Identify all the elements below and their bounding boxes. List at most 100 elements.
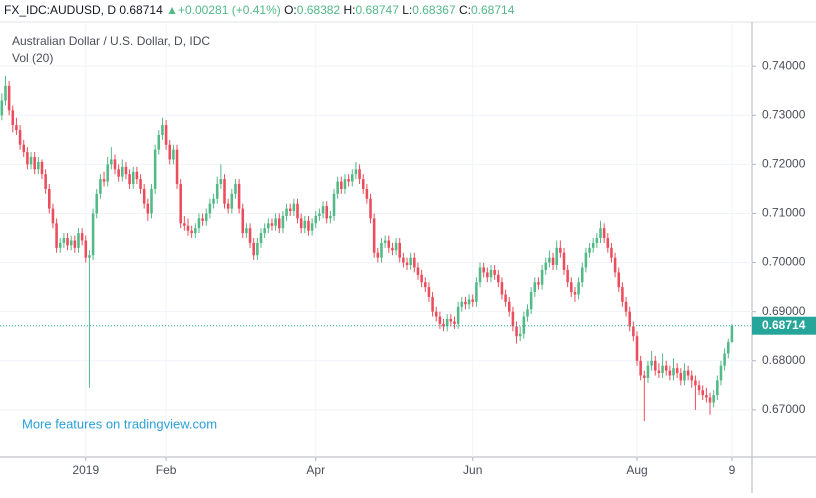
candle-body [511, 311, 515, 327]
candle-body [380, 242, 383, 258]
candle-body [387, 240, 391, 248]
candle-body [460, 301, 464, 307]
change: +0.00281 [178, 3, 229, 17]
candle-body [464, 301, 467, 305]
candle-body [606, 238, 610, 248]
up-arrow: ▲ [166, 3, 178, 17]
chart-title: Australian Dollar / U.S. Dollar, D, IDC [12, 34, 210, 48]
candle-body [482, 267, 485, 273]
candle-body [643, 375, 646, 378]
candle-body [668, 370, 672, 376]
candle-body [398, 242, 402, 258]
candle-body [0, 100, 4, 116]
low-label: L: [402, 3, 412, 17]
candle-body [58, 242, 62, 248]
candle-body [504, 294, 507, 302]
candle-body [394, 242, 398, 251]
symbol: FX_IDC:AUDUSD, D [4, 3, 116, 17]
candle-body [314, 215, 318, 224]
candle-body [179, 184, 182, 224]
candle-body [486, 272, 489, 278]
candle-body [292, 203, 296, 212]
candle-body [376, 252, 380, 258]
candle-body [318, 213, 321, 216]
candle-body [51, 208, 55, 224]
x-tick-label: 2019 [72, 463, 99, 477]
candle-body [413, 257, 416, 268]
candle-body [555, 247, 558, 266]
candle-body [121, 166, 124, 177]
candle-body [591, 242, 595, 248]
open-label: O: [284, 3, 297, 17]
candle-body [270, 223, 274, 226]
candle-body [708, 397, 712, 403]
candle-body [288, 208, 292, 212]
candle-body [55, 223, 58, 248]
candle-body [577, 282, 580, 295]
candle-body [69, 240, 73, 246]
low: 0.68367 [412, 3, 456, 17]
candle-body [445, 319, 449, 327]
candle-body [234, 184, 237, 194]
x-tick-label: Jun [463, 463, 482, 477]
candle-body [296, 203, 299, 219]
candle-body [424, 282, 427, 288]
candle-body [194, 228, 197, 234]
candle-body [639, 360, 642, 376]
candle-body [252, 242, 255, 256]
last-price-label: 0.68714 [762, 318, 806, 332]
x-tick-label: Apr [306, 463, 325, 477]
candle-body [88, 255, 91, 258]
candle-body [146, 203, 150, 214]
candle-body [77, 233, 80, 248]
candle-body [409, 257, 412, 266]
candle-body [248, 228, 252, 243]
candle-body [664, 365, 668, 371]
candle-body [369, 198, 372, 219]
y-tick-label: 0.72000 [762, 157, 806, 171]
candle-body [690, 375, 694, 381]
candle-body [657, 370, 661, 374]
x-tick-label: Aug [626, 463, 647, 477]
candle-body [245, 228, 248, 234]
candle-body [427, 287, 431, 297]
candle-body [40, 161, 44, 175]
candle-body [573, 292, 577, 295]
candle-body [500, 282, 504, 295]
candle-body [372, 218, 376, 253]
candle-body [617, 272, 621, 288]
candle-body [26, 152, 29, 165]
candle-body [548, 257, 551, 263]
candle-body [613, 257, 617, 273]
candle-body [442, 323, 445, 327]
candle-body [716, 380, 719, 396]
candle-body [653, 360, 657, 371]
change-pct: (+0.41%) [232, 3, 281, 17]
candle-body [522, 316, 526, 334]
promo-link[interactable]: More features on tradingview.com [22, 416, 217, 431]
candle-body [562, 252, 566, 270]
candle-body [347, 179, 350, 182]
y-tick-label: 0.69000 [762, 304, 806, 318]
candle-body [705, 395, 708, 398]
y-tick-label: 0.67000 [762, 402, 806, 416]
candle-body [208, 203, 212, 214]
candle-body [18, 130, 22, 145]
candle-body [588, 247, 591, 253]
candle-body [157, 134, 161, 150]
close: 0.68714 [471, 3, 515, 17]
candle-body [321, 206, 325, 214]
candle-body [551, 257, 555, 266]
candle-body [299, 218, 303, 229]
candle-body [420, 274, 423, 283]
candle-body [679, 373, 683, 381]
candle-body [686, 370, 690, 376]
candle-body [595, 238, 599, 243]
grid [0, 22, 752, 457]
candle-body [190, 230, 193, 234]
candle-body [277, 218, 281, 229]
candle-body [66, 238, 69, 246]
candle-body [150, 188, 153, 214]
